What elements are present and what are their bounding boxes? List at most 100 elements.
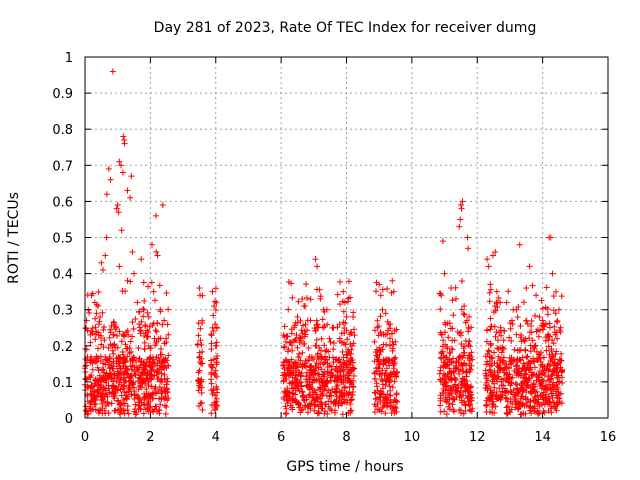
data-point xyxy=(442,329,449,336)
data-point xyxy=(443,382,450,389)
data-point xyxy=(91,401,98,408)
data-point xyxy=(330,359,337,366)
data-point xyxy=(371,338,378,345)
data-point xyxy=(511,394,518,401)
data-point xyxy=(493,288,500,295)
data-point xyxy=(442,387,449,394)
data-point xyxy=(86,309,93,316)
data-point xyxy=(297,317,304,324)
data-point xyxy=(141,370,148,377)
data-point xyxy=(494,337,501,344)
data-point xyxy=(296,404,303,411)
data-point xyxy=(453,295,460,302)
data-point xyxy=(487,323,494,330)
data-point xyxy=(284,397,291,404)
data-point xyxy=(382,410,389,417)
data-point xyxy=(305,344,312,351)
data-point xyxy=(549,270,556,277)
data-point xyxy=(123,365,130,372)
data-point xyxy=(129,319,136,326)
data-point xyxy=(383,365,390,372)
data-point xyxy=(340,308,347,315)
data-point xyxy=(532,312,539,319)
data-point xyxy=(136,355,143,362)
data-point xyxy=(373,365,380,372)
data-point xyxy=(212,307,219,314)
data-point xyxy=(343,313,350,320)
data-point xyxy=(149,241,156,248)
data-point xyxy=(446,406,453,413)
data-point xyxy=(527,348,534,355)
data-point xyxy=(449,395,456,402)
data-point xyxy=(519,386,526,393)
data-point xyxy=(196,349,203,356)
data-point xyxy=(468,349,475,356)
data-point xyxy=(298,327,305,334)
data-point xyxy=(132,372,139,379)
data-point xyxy=(494,304,501,311)
data-point xyxy=(461,311,468,318)
data-point xyxy=(307,391,314,398)
data-point xyxy=(314,352,321,359)
data-point xyxy=(387,335,394,342)
data-point xyxy=(437,290,444,297)
data-point xyxy=(330,346,337,353)
data-point xyxy=(198,360,205,367)
data-point xyxy=(526,403,533,410)
data-point xyxy=(304,403,311,410)
data-point xyxy=(283,410,290,417)
data-point xyxy=(118,338,125,345)
data-point xyxy=(97,378,104,385)
data-point xyxy=(153,338,160,345)
data-point xyxy=(159,321,166,328)
data-point xyxy=(97,332,104,339)
x-tick-label: 6 xyxy=(277,430,285,445)
data-point xyxy=(330,340,337,347)
data-point xyxy=(514,386,521,393)
data-point xyxy=(160,364,167,371)
grid-lines xyxy=(85,57,608,418)
data-point xyxy=(157,306,164,313)
data-point xyxy=(439,343,446,350)
data-point xyxy=(100,344,107,351)
data-point xyxy=(514,390,521,397)
data-point xyxy=(88,328,95,335)
data-point xyxy=(339,400,346,407)
data-point xyxy=(514,314,521,321)
data-point xyxy=(109,68,116,75)
data-point xyxy=(528,317,535,324)
data-point xyxy=(161,402,168,409)
data-point xyxy=(332,373,339,380)
data-point xyxy=(102,402,109,409)
y-tick-label: 0.8 xyxy=(52,123,73,138)
data-point xyxy=(458,278,465,285)
data-point xyxy=(148,279,155,286)
data-point xyxy=(333,378,340,385)
data-point xyxy=(313,360,320,367)
data-point xyxy=(99,309,106,316)
y-tick-label: 0.1 xyxy=(52,376,73,391)
data-point xyxy=(536,410,543,417)
data-point xyxy=(324,387,331,394)
data-point xyxy=(522,346,529,353)
data-point xyxy=(384,285,391,292)
data-point xyxy=(281,344,288,351)
data-point xyxy=(138,256,145,263)
data-point xyxy=(339,411,346,418)
data-point xyxy=(141,298,148,305)
data-point xyxy=(493,329,500,336)
data-point xyxy=(213,395,220,402)
data-point xyxy=(442,319,449,326)
data-point xyxy=(322,348,329,355)
data-point xyxy=(552,351,559,358)
data-point xyxy=(208,340,215,347)
data-point xyxy=(531,359,538,366)
data-point xyxy=(498,382,505,389)
data-point xyxy=(496,367,503,374)
data-point xyxy=(116,158,123,165)
data-point xyxy=(450,406,457,413)
data-point xyxy=(333,393,340,400)
data-point xyxy=(545,367,552,374)
data-point xyxy=(197,325,204,332)
data-point xyxy=(101,324,108,331)
